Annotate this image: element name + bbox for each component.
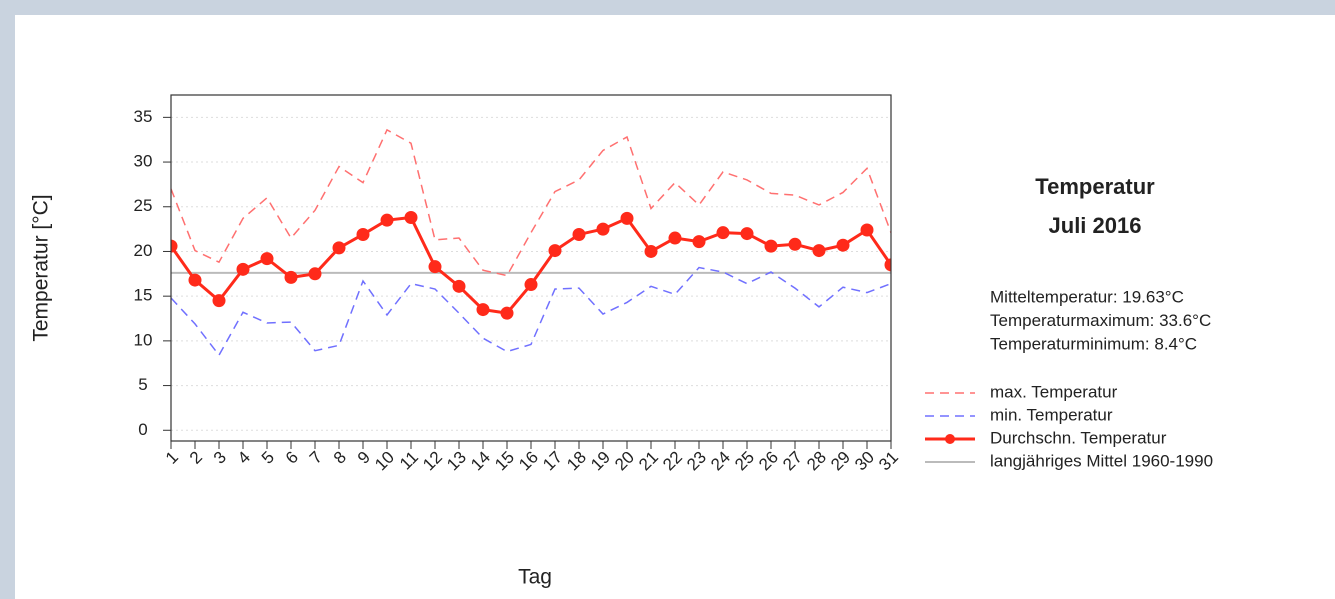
- point: [788, 237, 802, 251]
- point: [356, 227, 370, 241]
- point: [524, 278, 538, 292]
- point: [428, 260, 442, 274]
- annotation: Temperaturmaximum: 33.6°C: [990, 311, 1211, 330]
- point: [284, 270, 298, 284]
- point: [380, 213, 394, 227]
- chart-title: Temperatur: [1035, 174, 1155, 199]
- y-tick-label: 5: [138, 375, 147, 394]
- x-axis-label: Tag: [518, 566, 552, 589]
- point: [236, 262, 250, 276]
- point: [500, 306, 514, 320]
- panel: [15, 15, 1335, 599]
- y-tick-label: 0: [138, 420, 147, 439]
- point: [764, 239, 778, 253]
- point: [476, 303, 490, 317]
- point: [404, 210, 418, 224]
- y-tick-label: 30: [134, 152, 153, 171]
- legend-label: min. Temperatur: [990, 405, 1113, 424]
- y-tick-label: 15: [134, 286, 153, 305]
- point: [860, 223, 874, 237]
- point: [716, 226, 730, 240]
- chart-subtitle: Juli 2016: [1049, 213, 1142, 238]
- point: [260, 252, 274, 266]
- y-tick-label: 10: [134, 330, 153, 349]
- legend-label: Durchschn. Temperatur: [990, 428, 1167, 447]
- point: [668, 231, 682, 245]
- legend-label: max. Temperatur: [990, 382, 1118, 401]
- point: [692, 235, 706, 249]
- point: [188, 273, 202, 287]
- annotation: Mitteltemperatur: 19.63°C: [990, 287, 1184, 306]
- annotation: Temperaturminimum: 8.4°C: [990, 334, 1197, 353]
- point: [620, 211, 634, 225]
- point: [548, 244, 562, 258]
- point: [171, 239, 178, 253]
- point: [596, 222, 610, 236]
- legend-marker: [945, 434, 955, 444]
- point: [740, 227, 754, 241]
- point: [644, 244, 658, 258]
- y-tick-label: 25: [134, 196, 153, 215]
- y-axis-label: Temperatur [°C]: [30, 194, 53, 341]
- point: [332, 241, 346, 255]
- point: [812, 244, 826, 258]
- point: [884, 258, 891, 272]
- series-line: [171, 266, 891, 357]
- point: [212, 294, 226, 308]
- point: [452, 279, 466, 293]
- y-tick-label: 20: [134, 241, 153, 260]
- y-tick-label: 35: [134, 107, 153, 126]
- point: [308, 267, 322, 281]
- legend-label: langjähriges Mittel 1960-1990: [990, 451, 1213, 470]
- plot-frame: [170, 94, 892, 442]
- point: [836, 238, 850, 252]
- point: [572, 227, 586, 241]
- series-line: [171, 128, 891, 277]
